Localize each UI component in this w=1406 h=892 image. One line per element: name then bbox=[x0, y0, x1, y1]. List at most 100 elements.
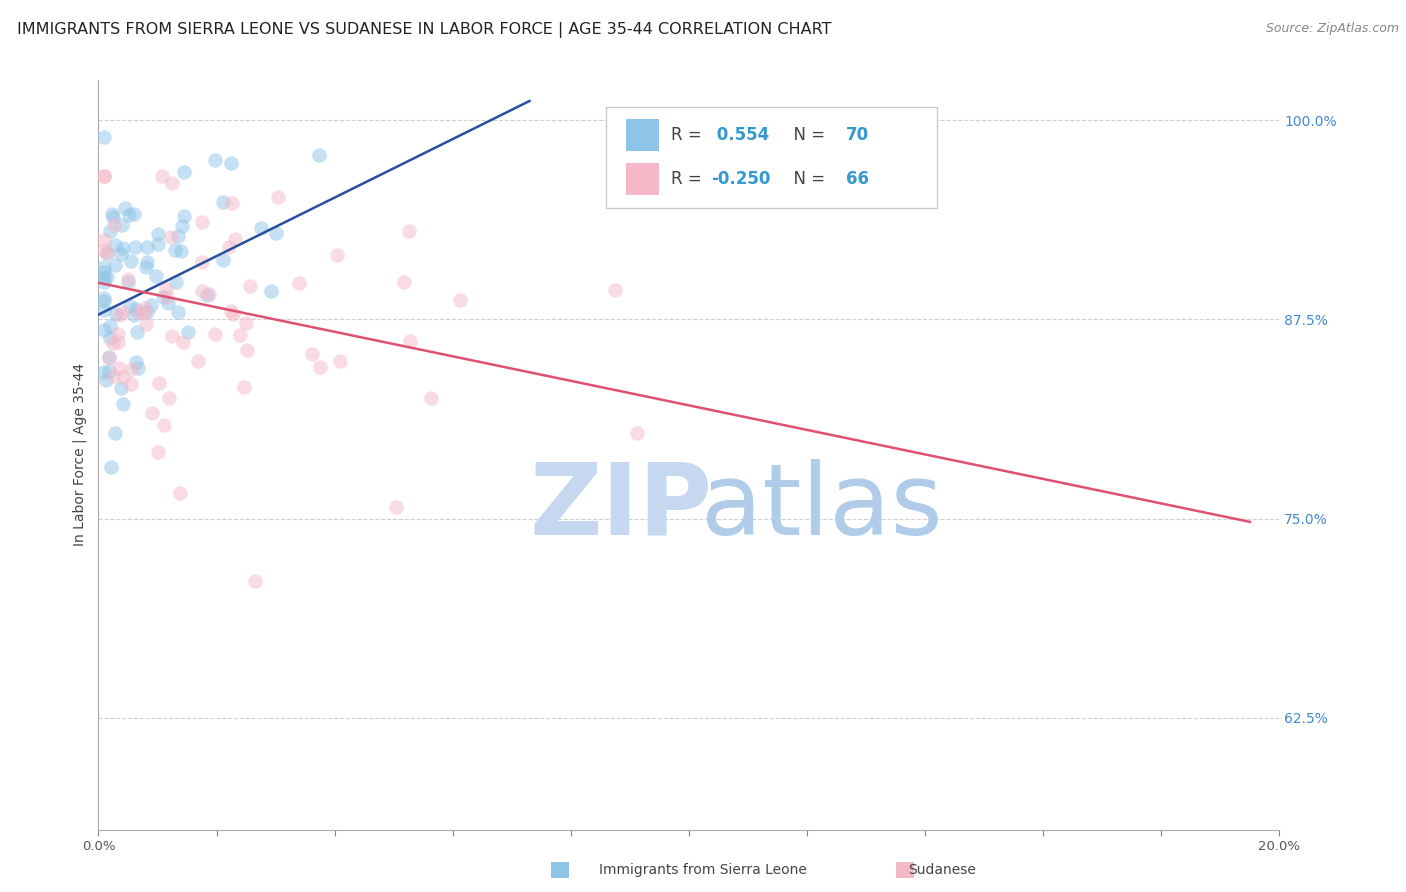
Point bbox=[122, 308, 145, 322]
Point bbox=[222, 307, 245, 321]
Text: 0.554: 0.554 bbox=[711, 126, 769, 144]
Point bbox=[173, 209, 195, 223]
Point bbox=[301, 347, 323, 361]
Point bbox=[93, 130, 115, 145]
Point bbox=[121, 362, 143, 376]
Point bbox=[326, 248, 349, 262]
Point bbox=[108, 360, 131, 375]
Point bbox=[112, 397, 135, 411]
Point bbox=[93, 293, 115, 308]
Point bbox=[204, 326, 226, 341]
Point bbox=[125, 354, 148, 368]
Text: R =: R = bbox=[671, 170, 707, 188]
Y-axis label: In Labor Force | Age 35-44: In Labor Force | Age 35-44 bbox=[73, 363, 87, 547]
Point bbox=[96, 269, 118, 284]
Point bbox=[626, 425, 648, 440]
Text: atlas: atlas bbox=[700, 458, 942, 556]
Point bbox=[157, 391, 180, 405]
Point bbox=[110, 381, 132, 395]
Point bbox=[235, 316, 257, 330]
Point bbox=[93, 260, 115, 275]
Point bbox=[101, 211, 124, 225]
Text: 66: 66 bbox=[846, 170, 869, 188]
Point bbox=[93, 323, 115, 337]
Point bbox=[101, 207, 124, 221]
Point bbox=[124, 240, 146, 254]
Point bbox=[111, 369, 134, 384]
Point bbox=[93, 169, 115, 183]
Point bbox=[98, 364, 121, 378]
Point bbox=[135, 254, 157, 268]
Point bbox=[122, 207, 145, 221]
Text: N =: N = bbox=[783, 126, 831, 144]
Point bbox=[195, 288, 218, 302]
Point bbox=[112, 241, 135, 255]
Point bbox=[419, 391, 441, 405]
Point bbox=[125, 326, 148, 340]
Point bbox=[93, 169, 115, 183]
Point bbox=[191, 284, 214, 298]
Point bbox=[224, 232, 246, 246]
Point bbox=[399, 334, 422, 348]
Point bbox=[163, 244, 186, 258]
Point bbox=[103, 336, 125, 351]
Point bbox=[204, 153, 226, 167]
Point bbox=[191, 255, 214, 269]
Point bbox=[136, 240, 159, 254]
Point bbox=[135, 305, 157, 319]
Point bbox=[198, 286, 221, 301]
Point bbox=[117, 275, 139, 289]
Text: R =: R = bbox=[671, 126, 707, 144]
Point bbox=[219, 304, 242, 318]
Point bbox=[127, 360, 149, 375]
Point bbox=[148, 237, 170, 252]
Point bbox=[145, 269, 167, 284]
Point bbox=[169, 486, 191, 500]
Point bbox=[398, 224, 420, 238]
Point bbox=[93, 270, 115, 285]
Point bbox=[120, 254, 142, 268]
Point bbox=[139, 298, 162, 312]
Text: 70: 70 bbox=[846, 126, 869, 144]
Point bbox=[212, 194, 235, 209]
Point bbox=[243, 574, 266, 589]
Point bbox=[162, 328, 184, 343]
FancyBboxPatch shape bbox=[626, 163, 659, 195]
Point bbox=[219, 156, 242, 170]
Point bbox=[146, 227, 169, 241]
Point bbox=[97, 351, 120, 366]
Point bbox=[166, 305, 188, 319]
Point bbox=[170, 244, 193, 258]
Point bbox=[218, 240, 240, 254]
Text: Immigrants from Sierra Leone: Immigrants from Sierra Leone bbox=[599, 863, 807, 877]
Point bbox=[288, 276, 311, 290]
Point bbox=[605, 283, 627, 297]
Point bbox=[250, 220, 273, 235]
Point bbox=[150, 169, 173, 183]
Point bbox=[96, 246, 118, 260]
Point bbox=[135, 260, 157, 275]
FancyBboxPatch shape bbox=[626, 120, 659, 151]
Text: Sudanese: Sudanese bbox=[908, 863, 976, 877]
Point bbox=[449, 293, 471, 308]
Point bbox=[177, 325, 200, 339]
Point bbox=[104, 307, 127, 321]
Point bbox=[132, 306, 155, 320]
Point bbox=[93, 275, 115, 289]
Point bbox=[173, 165, 195, 179]
Point bbox=[167, 229, 190, 244]
Point bbox=[135, 317, 157, 331]
Point bbox=[141, 406, 163, 420]
Point bbox=[93, 233, 115, 247]
Point bbox=[98, 224, 121, 238]
Point bbox=[134, 301, 156, 315]
Point bbox=[98, 350, 121, 364]
Point bbox=[110, 246, 132, 260]
Point bbox=[160, 230, 183, 244]
Point bbox=[100, 459, 122, 474]
Point bbox=[98, 318, 121, 333]
Point bbox=[114, 201, 136, 215]
Point bbox=[128, 305, 150, 319]
Point bbox=[221, 196, 243, 211]
Point bbox=[229, 327, 252, 342]
